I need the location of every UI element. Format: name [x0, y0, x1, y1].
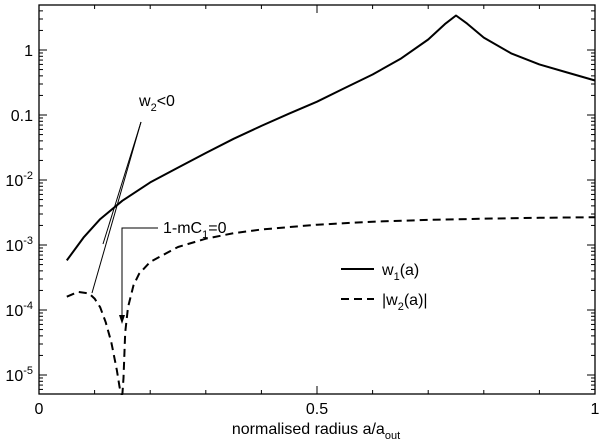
x-axis-label: normalised radius a/aout: [232, 421, 400, 442]
y-tick-label: 10-4: [5, 300, 33, 320]
y-tick-label: 10-2: [5, 170, 33, 190]
ticks: [38, 5, 596, 394]
series-lines: [65, 14, 596, 395]
annotation-w2-neg-label: w2<0: [138, 93, 175, 114]
legend: w1(a) |w2(a)|: [341, 262, 428, 313]
y-tick-label: 10-3: [5, 235, 33, 255]
annotation-one-minus-arrowhead: [119, 315, 125, 324]
y-tick-label: 1: [24, 43, 33, 60]
x-tick-label: 0: [35, 401, 44, 418]
annotation-w2-neg-pointer-1: [91, 121, 142, 294]
series-line-2: [66, 216, 596, 395]
legend-label-w1: w1(a): [381, 262, 419, 283]
x-tick-label: 0.5: [306, 401, 328, 418]
y-tick-label: 0.1: [11, 108, 33, 125]
tick-labels: 0 0.5 1 1 0.1 10-2 10-3 10-4 10-5: [5, 43, 599, 418]
annotation-one-minus-pointer: [121, 227, 158, 322]
annotation-w2-neg-pointer-2: [102, 121, 142, 245]
y-tick-label: 10-5: [5, 365, 33, 385]
series-line-1: [65, 14, 596, 261]
x-tick-label: 1: [591, 401, 600, 418]
plot-frame: [38, 4, 596, 395]
legend-label-w2: |w2(a)|: [382, 292, 428, 313]
annotation-one-minus-label: 1-mC1=0: [163, 220, 227, 241]
